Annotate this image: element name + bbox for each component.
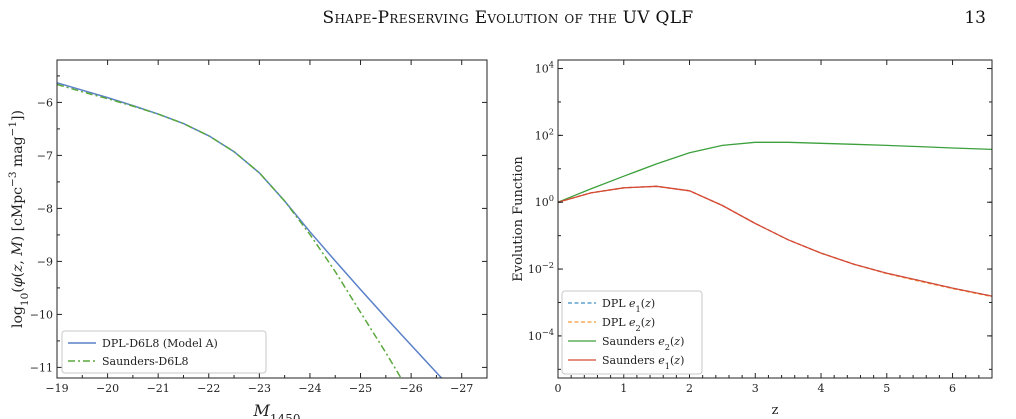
- legend-label-2: Saunders-D6L8: [102, 355, 189, 368]
- x-tick-label: −22: [197, 382, 220, 395]
- y-tick-label: −11: [30, 361, 53, 374]
- y-tick-label: 10−4: [528, 327, 554, 343]
- legend-box: [61, 330, 267, 374]
- series-line-2: [56, 83, 402, 379]
- evolution-function-plot: 0 1 2 3 4 5 6 10−4 10−2 100 102 104 z Evolution Funct…: [511, 59, 993, 418]
- x-tick-label: −25: [349, 382, 372, 395]
- y-tick-label: 104: [535, 60, 554, 76]
- y-tick-label: 10−2: [528, 260, 554, 276]
- running-title: Shape-Preserving Evolution of the UV QLF: [322, 8, 694, 28]
- y-tick-label: −7: [37, 149, 53, 162]
- qlf-plot: −19 −20 −21 −22 −23 −24 −25 −26 −27 −6 −7 −8 −9 −10 −1…: [7, 59, 488, 419]
- page-header: Shape-Preserving Evolution of the UV QLF…: [0, 0, 1016, 40]
- x-tick-label: 3: [752, 382, 759, 395]
- x-tick-label: 1: [620, 382, 627, 395]
- series-line-4: [557, 185, 993, 297]
- x-tick-label: −19: [45, 382, 68, 395]
- x-tick-label: 6: [949, 382, 956, 395]
- x-tick-label: −27: [450, 382, 473, 395]
- x-tick-label: −24: [298, 382, 321, 395]
- legend-label-4: Saunders e1(z): [602, 354, 684, 371]
- y-tick-label: 102: [535, 126, 554, 142]
- legend-label-3: Saunders e2(z): [602, 335, 684, 352]
- x-tick-label: −23: [248, 382, 271, 395]
- legend-label-2: DPL e2(z): [602, 316, 655, 333]
- plot-frame: [56, 59, 488, 379]
- x-axis-title: z: [772, 403, 779, 418]
- x-tick-label: −21: [147, 382, 170, 395]
- y-tick-label: −6: [37, 96, 53, 109]
- legend-label-1: DPL e1(z): [602, 297, 655, 314]
- x-tick-label: −20: [96, 382, 119, 395]
- x-axis-title: M1450: [253, 401, 301, 419]
- x-tick-label: 0: [555, 382, 562, 395]
- y-axis-title: Evolution Function: [511, 156, 526, 282]
- y-tick-label: −10: [30, 308, 53, 321]
- legend-label-1: DPL-D6L8 (Model A): [102, 337, 218, 350]
- series-line-2: [557, 185, 993, 298]
- x-tick-label: 4: [818, 382, 825, 395]
- x-tick-label: 5: [883, 382, 890, 395]
- legend-box: [561, 290, 703, 375]
- series-line-1: [557, 185, 993, 297]
- x-tick-label: −26: [400, 382, 423, 395]
- x-tick-label: 2: [686, 382, 693, 395]
- y-tick-label: 100: [535, 193, 554, 209]
- series-line-3: [557, 141, 993, 203]
- page-number: 13: [964, 8, 986, 28]
- y-axis-title: log10(φ(z, M) [cMpc−3 mag−1]): [7, 110, 31, 328]
- y-tick-label: −8: [37, 202, 53, 215]
- plot-frame: [557, 59, 993, 379]
- y-tick-label: −9: [37, 255, 53, 268]
